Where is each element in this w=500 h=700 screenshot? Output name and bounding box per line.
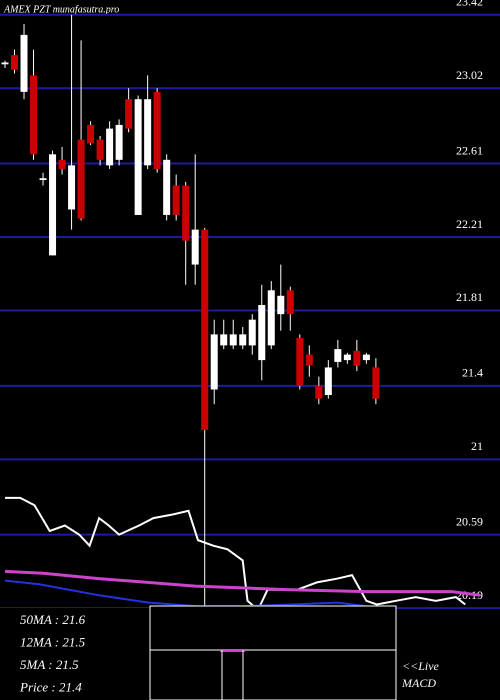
candle-body xyxy=(239,334,247,346)
candle-body xyxy=(77,139,85,219)
candle-body xyxy=(134,99,142,215)
candle-body xyxy=(1,62,9,65)
candle-body xyxy=(277,295,285,315)
info-label: 12MA : 21.5 xyxy=(20,634,86,649)
y-tick-label: 22.61 xyxy=(456,143,483,157)
candle-body xyxy=(106,128,114,166)
y-tick-label: 21.81 xyxy=(456,290,483,304)
info-label: 50MA : 21.6 xyxy=(20,612,86,627)
candle-body xyxy=(372,367,380,399)
candle-body xyxy=(163,159,171,215)
candle-body xyxy=(153,91,161,170)
y-tick-label: 23.42 xyxy=(456,0,483,8)
candle-body xyxy=(229,334,237,346)
candle-body xyxy=(125,99,133,129)
candle-body xyxy=(20,34,28,92)
info-panel xyxy=(0,608,150,700)
candle-body xyxy=(343,354,351,361)
candle-body xyxy=(315,385,323,399)
y-tick-label: 20.59 xyxy=(456,514,483,528)
candle-body xyxy=(210,334,218,390)
candle-body xyxy=(267,290,275,346)
y-tick-label: 21.4 xyxy=(462,366,483,380)
candle-body xyxy=(201,229,209,430)
candle-body xyxy=(144,99,152,166)
candle-body xyxy=(324,367,332,396)
candle-body xyxy=(39,178,47,181)
y-tick-label: 21 xyxy=(471,439,483,453)
live-label: MACD xyxy=(401,676,436,690)
indicator-line xyxy=(4,569,481,597)
live-label: <<Live xyxy=(402,659,440,673)
candle-body xyxy=(305,354,313,366)
candle-body xyxy=(220,334,228,346)
candle-body xyxy=(191,229,199,265)
candle-body xyxy=(68,165,76,210)
y-tick-label: 23.02 xyxy=(456,68,483,82)
candle-body xyxy=(49,154,57,256)
candle-body xyxy=(172,185,180,215)
info-label: 5MA : 21.5 xyxy=(20,657,79,672)
candle-body xyxy=(248,319,256,346)
chart-title: AMEX PZT munafasutra.pro xyxy=(3,4,119,15)
candle-body xyxy=(286,290,294,315)
candle-body xyxy=(182,185,190,241)
macd-box xyxy=(149,605,397,700)
candle-body xyxy=(30,75,38,155)
indicator-line xyxy=(5,496,466,612)
candle-body xyxy=(258,304,266,361)
candle-body xyxy=(353,350,361,366)
candle-body xyxy=(362,354,370,361)
candle-body xyxy=(96,139,104,160)
candle-body xyxy=(334,349,342,362)
candle-body xyxy=(11,55,19,70)
candle-body xyxy=(115,124,123,160)
candle-body xyxy=(296,338,304,386)
candle-body xyxy=(58,159,66,170)
y-tick-label: 22.21 xyxy=(456,217,483,231)
info-label: Price : 21.4 xyxy=(19,679,82,694)
candle-body xyxy=(87,124,95,144)
